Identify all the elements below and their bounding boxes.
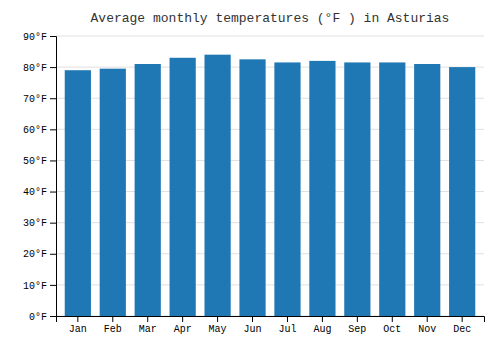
bar [170,58,196,316]
bar [135,64,161,316]
tick-mark [77,316,78,322]
tick-label: 10°F [23,281,47,292]
tick-label: Jun [244,324,262,335]
tick-label: Aug [313,324,331,335]
chart: 0°F 10°F 20°F 30°F 40°F 50°F 60°F 70°F 80°F 90°F J… [0,0,500,350]
bar [204,55,230,316]
tick-label: 50°F [23,156,47,167]
grid-line [56,36,484,37]
tick: 20°F [23,249,56,260]
tick-mark [147,316,148,322]
tick-label: 70°F [23,94,47,105]
tick-mark [357,316,358,322]
bar [449,67,475,316]
tick-mark [50,129,56,130]
tick: 90°F [23,32,56,43]
tick: Jun [244,316,262,335]
tick: Feb [104,316,122,335]
tick-label: 60°F [23,125,47,136]
bar [65,70,91,316]
tick-mark [50,160,56,161]
tick: Sep [348,316,366,335]
tick-label: Jan [69,324,87,335]
tick-mark [322,316,323,322]
tick: 10°F [23,281,56,292]
tick-label: 30°F [23,218,47,229]
tick: Apr [174,316,192,335]
tick: 60°F [23,125,56,136]
tick-label: Oct [383,324,401,335]
tick-mark [287,316,288,322]
tick: 0°F [29,312,56,323]
tick-label: Feb [104,324,122,335]
bar [239,59,265,316]
tick-mark [50,285,56,286]
tick: Jan [69,316,87,335]
bar [274,62,300,316]
axis-line [57,317,485,323]
plot: 0°F 10°F 20°F 30°F 40°F 50°F 60°F 70°F 80°F 90°F J… [23,32,485,335]
tick: May [209,316,227,335]
tick: 40°F [23,187,56,198]
tick-mark [252,316,253,322]
tick-mark [462,316,463,322]
tick-label: 20°F [23,249,47,260]
tick-label: Mar [139,324,157,335]
tick: Oct [383,316,401,335]
bar [379,62,405,316]
tick: Mar [139,316,157,335]
bars [65,55,476,316]
tick: 70°F [23,94,56,105]
tick-label: May [209,324,227,335]
tick-mark [112,316,113,322]
tick-label: Nov [418,324,436,335]
y-axis: 0°F 10°F 20°F 30°F 40°F 50°F 60°F 70°F 80°F 90°F [23,32,57,323]
tick-mark [217,316,218,322]
bar [414,64,440,316]
tick: 30°F [23,218,56,229]
tick-mark [182,316,183,322]
tick-mark [50,36,56,37]
tick-label: 0°F [29,312,47,323]
tick: Jul [278,316,296,335]
tick-label: 90°F [23,32,47,43]
bar [100,69,126,316]
tick-mark [50,316,56,317]
tick-mark [50,254,56,255]
title: Average monthly temperatures (°F ) in As… [91,11,450,26]
tick: 80°F [23,63,56,74]
tick-mark [392,316,393,322]
tick-label: Dec [453,324,471,335]
grid [56,36,484,316]
bar [309,61,335,316]
tick: Nov [418,316,436,335]
tick-mark [50,98,56,99]
tick-label: 80°F [23,63,47,74]
tick-label: Jul [278,324,296,335]
tick-mark [50,192,56,193]
tick: Dec [453,316,471,335]
tick-label: 40°F [23,187,47,198]
tick-mark [50,223,56,224]
tick-label: Apr [174,324,192,335]
tick: 50°F [23,156,56,167]
bar [344,62,370,316]
axis-line [50,37,57,317]
x-axis: Jan Feb Mar Apr May Jun Jul Aug Sep Oct Nov Dec [57,316,485,335]
tick: Aug [313,316,331,335]
tick-mark [50,67,56,68]
tick-label: Sep [348,324,366,335]
tick-mark [427,316,428,322]
